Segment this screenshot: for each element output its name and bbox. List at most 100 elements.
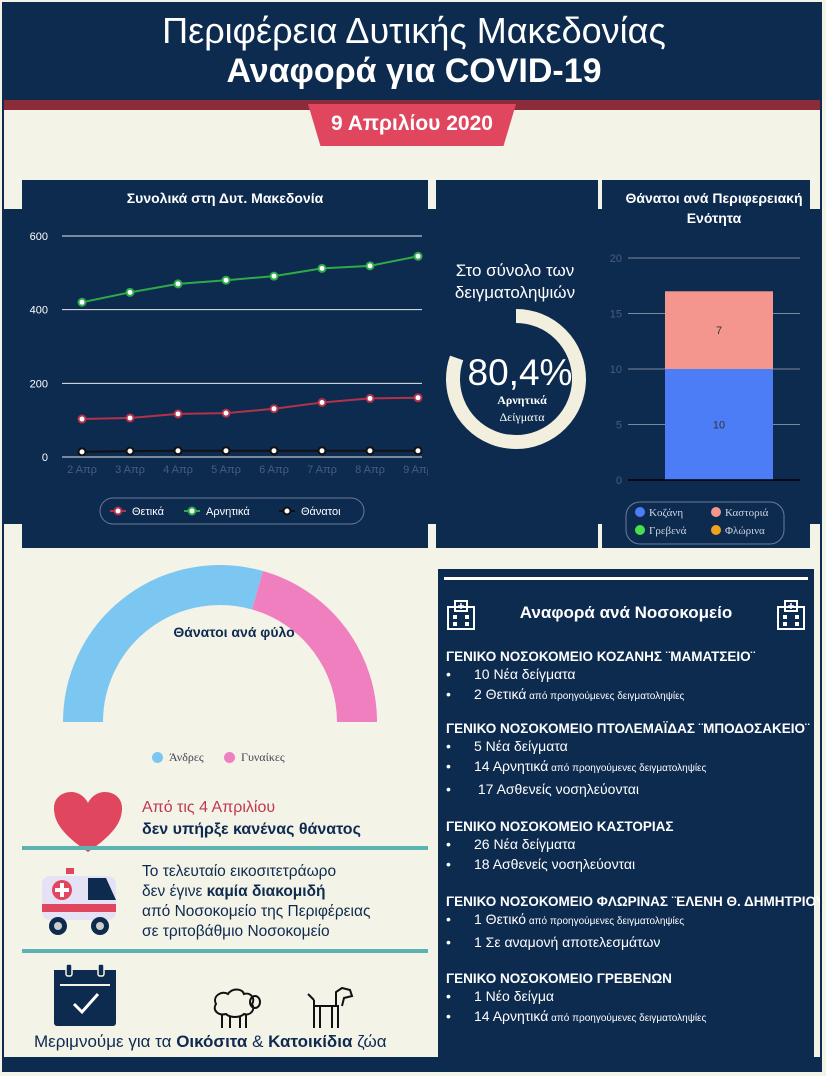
- bottom-strip: [4, 1057, 820, 1070]
- hospital-item-main: 1 Σε αναμονή αποτελεσμάτων: [474, 934, 661, 950]
- care-b: Οικόσιτα: [176, 1032, 248, 1051]
- line-chart-title: Συνολικά στη Δυτ. Μακεδονία: [126, 190, 324, 206]
- x-tick-label: 8 Απρ: [355, 464, 385, 476]
- x-tick-label: 5 Απρ: [211, 464, 241, 476]
- care-a: Μεριμνούμε για τα: [34, 1032, 177, 1051]
- hospital-item: • 10 Νέα δείγματα: [446, 664, 812, 684]
- hospital-item: • 18 Ασθενείς νοσηλεύονται: [446, 854, 812, 874]
- hospital-item-main: 1 Θετικό: [474, 911, 527, 927]
- hospital-report-title: Αναφορά ανά Νοσοκομείο: [519, 603, 733, 622]
- legend-box: [99, 497, 365, 525]
- hospital-item-main: 5 Νέα δείγματα: [474, 738, 568, 754]
- hospital-item-main: 14 Αρνητικά: [474, 1008, 549, 1024]
- x-tick-label: 4 Απρ: [163, 464, 193, 476]
- bar-chart: 0 5 10 15 20 10 7 Κοζάνη Καστοριά Γρεβενά Φλώρινα: [610, 253, 800, 545]
- data-point: [269, 271, 279, 281]
- calendar-check-icon: [54, 964, 116, 1026]
- data-point: [269, 404, 279, 414]
- care-d: Κατοικίδια: [268, 1032, 353, 1051]
- y-tick-label: 0: [616, 475, 622, 487]
- gender-chart: [63, 565, 377, 723]
- hospital-item: • 14 Αρνητικά από προηγούμενες δειγματολη…: [446, 756, 812, 779]
- legend-men-label: Άνδρες: [169, 750, 204, 764]
- data-point: [413, 251, 423, 261]
- divider-1: [22, 846, 428, 850]
- hospital-item-note: από προηγούμενες δειγματοληψίες: [548, 763, 707, 774]
- bar-chart-title: Θάνατοι ανά Περιφερειακή Ενότητα: [625, 190, 803, 226]
- donut-label-1: Αρνητικά: [497, 393, 547, 407]
- men-dot: [152, 752, 163, 763]
- report-title: Αναφορά για COVID-19: [226, 52, 602, 90]
- hospital-item-note: από προηγούμενες δειγματοληψίες: [548, 1013, 707, 1024]
- data-point: [125, 287, 135, 297]
- y-tick-label: 15: [610, 309, 622, 321]
- legend-marker: [187, 506, 197, 516]
- data-point: [125, 413, 135, 423]
- sampling-caption: Στο σύνολο των δειγματοληψιών: [454, 261, 576, 302]
- x-tick-label: 6 Απρ: [259, 464, 289, 476]
- hospital-name: ΓΕΝΙΚΟ ΝΟΣΟΚΟΜΕΙΟ ΚΟΖΑΝΗΣ ¨ΜΑΜΑΤΣΕΙΟ¨: [446, 649, 756, 664]
- gender-slice-0: [63, 565, 263, 723]
- legend-marker: [113, 506, 123, 516]
- legend-label: Γρεβενά: [649, 525, 687, 537]
- bullet: •: [446, 934, 451, 950]
- bullet: •: [446, 738, 451, 754]
- hospital-item: • 2 Θετικά από προηγούμενες δειγματοληψίε…: [446, 684, 812, 707]
- data-point: [221, 408, 231, 418]
- data-point: [221, 446, 231, 456]
- x-tick-label: 2 Απρ: [67, 464, 97, 476]
- legend-marker: [282, 506, 292, 516]
- data-point: [317, 446, 327, 456]
- hospital-item: • 1 Σε αναμονή αποτελεσμάτων: [446, 932, 812, 952]
- data-point: [77, 297, 87, 307]
- hospital-item: • 17 Ασθενείς νοσηλεύονται: [446, 779, 812, 799]
- y-tick-label: 600: [30, 231, 48, 243]
- care-e: ζώα: [352, 1032, 387, 1051]
- y-tick-label: 200: [30, 378, 48, 390]
- hospital-item-note: από προηγούμενες δειγματοληψίες: [526, 916, 685, 927]
- data-point: [221, 275, 231, 285]
- legend-marker: [635, 507, 645, 517]
- legend-label: Φλώρινα: [725, 525, 765, 537]
- legend-women: Γυναίκες: [224, 750, 285, 765]
- hospital-item-note: από προηγούμενες δειγματοληψίες: [526, 691, 685, 702]
- sheep-icon: [213, 988, 261, 1028]
- transfer-line2-a: δεν έγινε: [142, 883, 207, 900]
- bullet: •: [446, 836, 451, 852]
- bullet: •: [446, 988, 451, 1004]
- hospital-item-main: 17 Ασθενείς νοσηλεύονται: [474, 781, 640, 797]
- bar-segment: [665, 291, 773, 369]
- data-point: [173, 446, 183, 456]
- hospital-item-main: 26 Νέα δείγματα: [474, 836, 576, 852]
- bullet: •: [446, 1008, 451, 1024]
- data-point: [173, 279, 183, 289]
- no-deaths-line2: δεν υπήρξε κανένας θάνατος: [142, 821, 361, 838]
- donut-label-2: Δείγματα: [499, 410, 545, 424]
- hospital-item: • 14 Αρνητικά από προηγούμενες δειγματολη…: [446, 1006, 812, 1029]
- hospital-icon-left: [447, 600, 475, 630]
- data-point: [317, 397, 327, 407]
- legend-label: Αρνητικά: [206, 506, 250, 518]
- sampling-panel: Στο σύνολο των δειγματοληψιών 80,4% Αρνη…: [436, 180, 598, 548]
- series-line-2: [81, 449, 418, 453]
- hospital-item: • 5 Νέα δείγματα: [446, 736, 812, 756]
- hospital-item-main: 2 Θετικά: [474, 686, 527, 702]
- x-tick-label: 3 Απρ: [115, 464, 145, 476]
- transfer-line2-b: καμία διακομιδή: [206, 883, 326, 900]
- hospital-block: ΓΕΝΙΚΟ ΝΟΣΟΚΟΜΕΙΟ ΚΟΖΑΝΗΣ ¨ΜΑΜΑΤΣΕΙΟ¨ • 10…: [446, 649, 812, 707]
- hospital-top-rule: [444, 577, 808, 580]
- hospital-item: • 1 Θετικό από προηγούμενες δειγματοληψίε…: [446, 909, 812, 932]
- data-point: [77, 447, 87, 457]
- hospital-block: ΓΕΝΙΚΟ ΝΟΣΟΚΟΜΕΙΟ ΓΡΕΒΕΝΩΝ • 1 Νέο δείγμα •…: [446, 971, 812, 1029]
- bullet: •: [446, 781, 451, 797]
- series-line-0: [81, 396, 419, 421]
- negative-samples-donut: 80,4% Αρνητικά Δείγματα: [446, 309, 586, 449]
- line-chart: 0 200 400 600 2 Απρ 3 Απρ 4 Απρ 5 Απρ 6 Απρ 7 Απρ…: [30, 231, 428, 525]
- donut-percent: 80,4%: [468, 352, 573, 393]
- hospital-item: • 26 Νέα δείγματα: [446, 834, 812, 854]
- hospital-block: ΓΕΝΙΚΟ ΝΟΣΟΚΟΜΕΙΟ ΠΤΟΛΕΜΑΪΔΑΣ ¨ΜΠΟΔΟΣΑΚΕ…: [446, 721, 812, 799]
- y-tick-label: 20: [610, 253, 622, 265]
- transfer-line4: σε τριτοβάθμιο Νοσοκομείο: [142, 923, 330, 940]
- hospital-item-main: 18 Ασθενείς νοσηλεύονται: [474, 856, 636, 872]
- data-point: [173, 409, 183, 419]
